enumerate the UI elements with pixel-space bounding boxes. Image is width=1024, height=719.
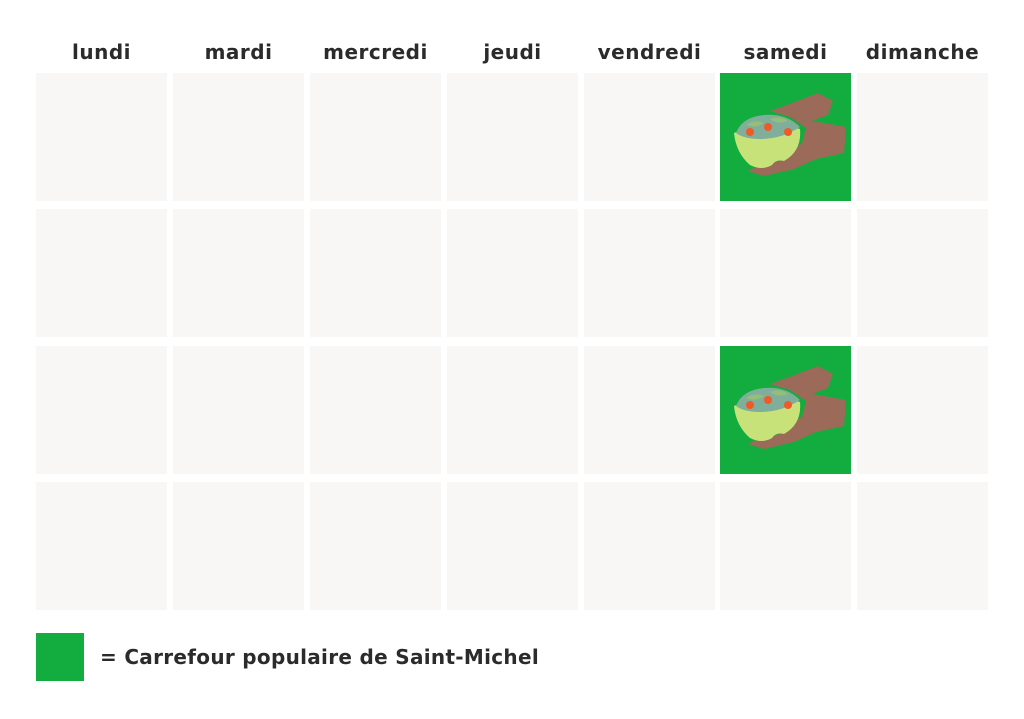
- calendar-cell-event: [720, 346, 851, 474]
- calendar-cell: [36, 482, 167, 610]
- calendar-cell: [447, 346, 578, 474]
- calendar-cell: [173, 209, 304, 337]
- calendar-cell: [447, 482, 578, 610]
- calendar-cell: [173, 73, 304, 201]
- day-header-vendredi: vendredi: [597, 40, 702, 64]
- day-header-mardi: mardi: [204, 40, 273, 64]
- calendar-cell: [173, 346, 304, 474]
- calendar-cell: [584, 209, 715, 337]
- hands-holding-salad-bowl-icon: [734, 93, 846, 176]
- day-header-jeudi: jeudi: [483, 40, 542, 64]
- day-header-lundi: lundi: [71, 40, 131, 64]
- calendar-cell: [857, 346, 988, 474]
- calendar-cell: [173, 482, 304, 610]
- legend-label: = Carrefour populaire de Saint-Michel: [100, 645, 539, 669]
- calendar-cell: [720, 209, 851, 337]
- calendar-cell: [857, 482, 988, 610]
- legend-swatch: [36, 633, 84, 681]
- calendar-cell: [310, 346, 441, 474]
- calendar-cell: [36, 346, 167, 474]
- calendar-cell: [584, 482, 715, 610]
- calendar-cell: [310, 73, 441, 201]
- calendar-cell-event: [720, 73, 851, 201]
- calendar-cell: [310, 209, 441, 337]
- calendar-cell: [720, 482, 851, 610]
- calendar-cell: [310, 482, 441, 610]
- day-header-dimanche: dimanche: [865, 40, 980, 64]
- hands-holding-salad-bowl-icon: [734, 366, 846, 449]
- calendar-cell: [857, 73, 988, 201]
- calendar-cell: [447, 73, 578, 201]
- calendar-cell: [857, 209, 988, 337]
- calendar-cell: [447, 209, 578, 337]
- day-header-samedi: samedi: [743, 40, 828, 64]
- day-header-mercredi: mercredi: [323, 40, 428, 64]
- calendar-cell: [36, 73, 167, 201]
- calendar-cell: [36, 209, 167, 337]
- calendar-cell: [584, 346, 715, 474]
- calendar-cell: [584, 73, 715, 201]
